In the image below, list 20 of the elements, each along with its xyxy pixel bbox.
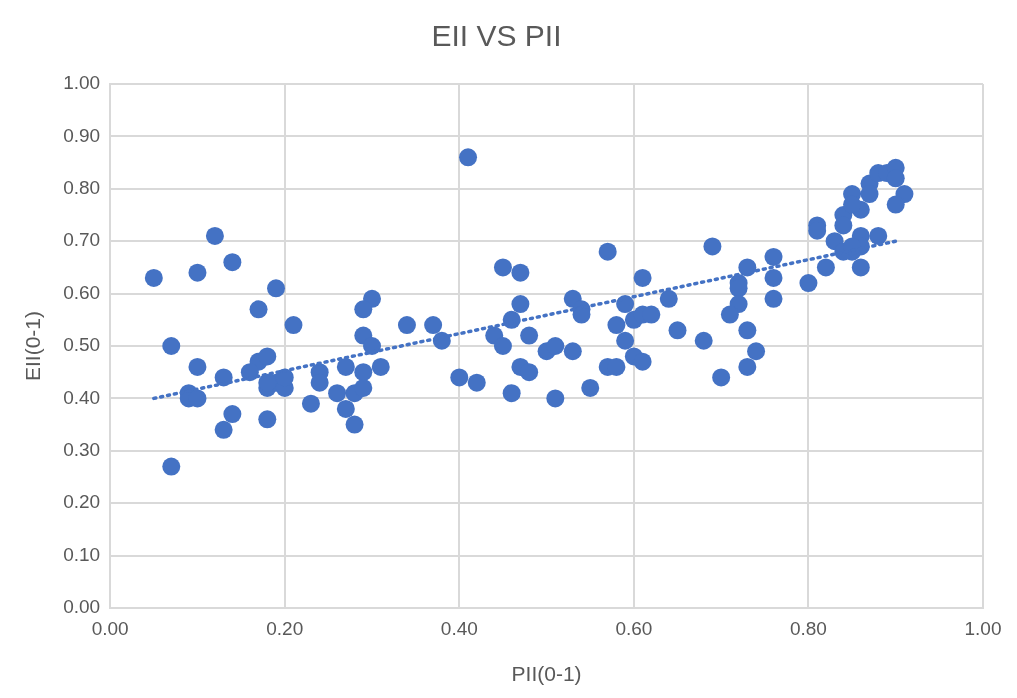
y-tick-label: 0.70 <box>63 229 101 251</box>
y-tick-label: 0.20 <box>63 491 101 513</box>
y-tick-label: 0.40 <box>63 386 101 408</box>
y-tick-label: 0.90 <box>63 124 101 146</box>
x-tick-label: 1.00 <box>964 617 1002 639</box>
x-tick-label: 0.80 <box>789 617 827 639</box>
y-axis-title: EII(0-1) <box>21 310 45 382</box>
y-tick-label: 0.50 <box>63 334 101 356</box>
y-tick-label: 0.60 <box>63 281 101 303</box>
chart-title: EII VS PII <box>431 19 562 53</box>
x-tick-label: 0.40 <box>440 617 478 639</box>
x-axis-title: PII(0-1) <box>511 662 582 686</box>
y-tick-label: 0.80 <box>63 177 101 199</box>
y-tick-label: 0.30 <box>63 439 101 461</box>
x-tick-label: 0.00 <box>91 617 129 639</box>
y-tick-label: 1.00 <box>63 72 101 94</box>
x-tick-label: 0.60 <box>615 617 653 639</box>
y-tick-label: 0.00 <box>63 596 101 618</box>
x-tick-label: 0.20 <box>266 617 304 639</box>
y-tick-label: 0.10 <box>63 543 101 565</box>
